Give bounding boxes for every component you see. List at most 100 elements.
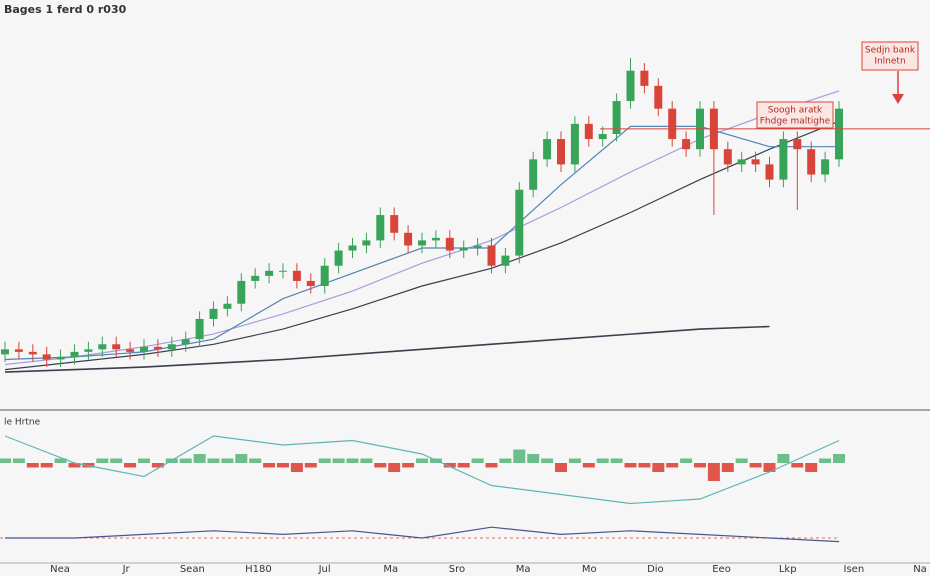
x-tick-label: Lkp xyxy=(779,564,797,575)
histogram-bar xyxy=(304,463,317,468)
x-tick-label: Dio xyxy=(647,564,664,575)
x-tick-label: H180 xyxy=(245,564,272,575)
candle-body xyxy=(626,70,635,102)
candle-body xyxy=(431,237,440,241)
annotation-box xyxy=(861,41,919,71)
histogram-bar xyxy=(721,463,734,472)
histogram-bar xyxy=(596,458,609,463)
candle-body xyxy=(223,303,232,309)
histogram-bar xyxy=(68,463,81,468)
candle-body xyxy=(418,240,426,246)
histogram-bar xyxy=(207,458,220,463)
candle-body xyxy=(501,255,510,266)
histogram-bar xyxy=(833,454,845,463)
histogram-bar xyxy=(40,463,53,468)
candle-body xyxy=(765,164,774,180)
x-tick-label: Ma xyxy=(516,564,531,575)
histogram-bar xyxy=(124,463,137,468)
histogram-bar xyxy=(805,463,818,472)
histogram-bar xyxy=(12,458,25,463)
candle-body xyxy=(126,349,135,352)
histogram-bar xyxy=(513,449,526,463)
histogram-bar xyxy=(26,463,39,468)
oscillator-line xyxy=(5,526,840,543)
histogram-bar xyxy=(680,458,693,463)
x-tick-label: Nea xyxy=(50,564,70,575)
histogram-bar xyxy=(374,463,387,468)
histogram-bar xyxy=(193,454,206,463)
candle-body xyxy=(42,354,51,360)
histogram-bar xyxy=(0,458,11,463)
candle-body xyxy=(362,240,371,246)
histogram-bar xyxy=(541,458,554,463)
candle-body xyxy=(98,344,107,350)
annotation-text: Inlnetn xyxy=(874,57,905,67)
candle-body xyxy=(237,280,246,304)
candle-body xyxy=(140,346,148,352)
indicator-title: le Hrtne xyxy=(4,418,41,428)
histogram-bar xyxy=(652,463,665,472)
histogram-bar xyxy=(277,463,289,468)
candle-body xyxy=(390,215,399,233)
histogram-bar xyxy=(555,463,567,472)
x-tick-label: Eeo xyxy=(712,564,731,575)
histogram-bar xyxy=(54,458,67,463)
candle-body xyxy=(779,139,788,180)
candle-body xyxy=(598,134,607,140)
histogram-bar xyxy=(791,463,804,468)
candle-body xyxy=(348,245,357,251)
candle-body xyxy=(529,159,538,190)
candle-body xyxy=(404,232,413,246)
annotation-text: Soogh aratk xyxy=(768,106,823,116)
histogram-bar xyxy=(763,463,776,472)
base-line xyxy=(4,325,770,373)
annotation-text: Fhdge maltighe xyxy=(760,117,831,127)
histogram-bar xyxy=(568,458,581,463)
histogram-bar xyxy=(443,463,456,468)
histogram-bar xyxy=(138,458,150,463)
candle-body xyxy=(654,85,663,109)
histogram-bar xyxy=(235,454,248,463)
candle-body xyxy=(445,237,454,251)
candle-body xyxy=(279,270,287,272)
candle-body xyxy=(543,139,552,160)
histogram-bar xyxy=(777,454,790,463)
histogram-bar xyxy=(610,458,623,463)
x-tick-label: Sro xyxy=(449,564,465,575)
histogram-bar xyxy=(694,463,706,468)
histogram-bar xyxy=(624,463,637,468)
x-tick-label: Ma xyxy=(383,564,398,575)
annotation-arrowhead xyxy=(892,94,904,104)
candle-body xyxy=(821,159,830,175)
histogram-bar xyxy=(471,458,484,463)
candle-body xyxy=(612,101,621,134)
candle-body xyxy=(723,149,732,165)
candle-body xyxy=(292,270,301,281)
x-tick-label: Sean xyxy=(180,564,205,575)
x-tick-label: Isen xyxy=(844,564,865,575)
histogram-bar xyxy=(263,463,276,468)
candle-body xyxy=(181,339,190,345)
histogram-bar xyxy=(221,458,234,463)
histogram-bar xyxy=(318,458,331,463)
histogram-bar xyxy=(402,463,415,468)
candle-body xyxy=(14,349,23,352)
candle-body xyxy=(28,351,37,355)
candle-body xyxy=(209,308,218,319)
histogram-bar xyxy=(96,458,109,463)
candle-body xyxy=(306,280,315,286)
histogram-bar xyxy=(416,458,428,463)
candle-body xyxy=(1,349,9,355)
histogram-bar xyxy=(527,454,540,463)
candle-body xyxy=(515,189,524,256)
candle-body xyxy=(793,139,802,150)
x-tick-label: Mo xyxy=(582,564,597,575)
candle-body xyxy=(70,351,79,357)
candle-body xyxy=(737,159,746,165)
candle-body xyxy=(668,108,677,140)
annotation-box xyxy=(756,101,834,129)
histogram-bar xyxy=(290,463,303,472)
histogram-bar xyxy=(638,463,651,468)
histogram-bar xyxy=(249,458,262,463)
